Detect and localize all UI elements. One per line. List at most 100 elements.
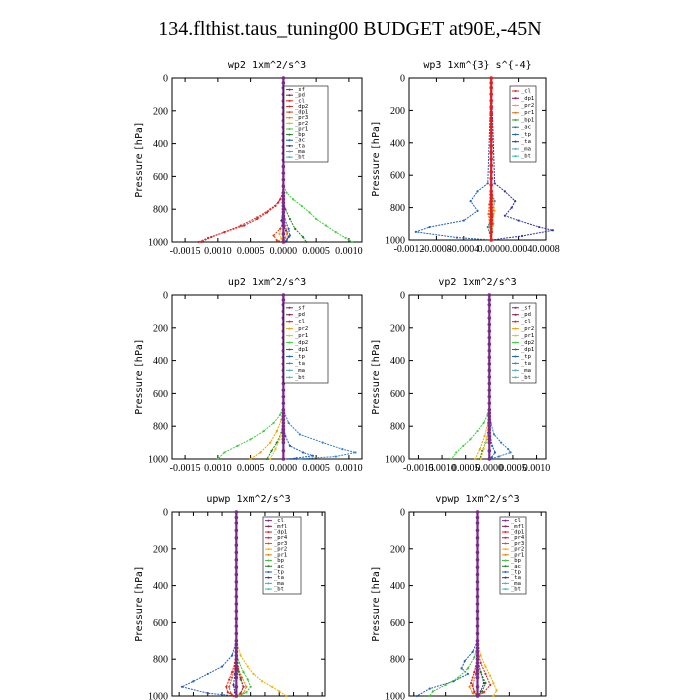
data-point [489, 85, 494, 90]
legend-label: _pr2 [295, 326, 308, 332]
data-point [256, 216, 259, 219]
data-point [234, 672, 239, 676]
series-line [477, 512, 498, 697]
data-point [482, 421, 485, 425]
data-point [197, 240, 200, 244]
x-tick-label: 0.0005 [237, 246, 265, 257]
data-point [487, 348, 492, 353]
data-point [206, 672, 209, 676]
data-point [470, 682, 473, 685]
panel-3: up2 1xm^2/s^3 Pressure [hPa] 0 200 400 600 800… [134, 277, 363, 474]
data-point [272, 234, 275, 237]
data-point [284, 236, 287, 239]
data-point [475, 535, 480, 540]
data-point [210, 235, 213, 239]
data-point [234, 639, 239, 643]
data-point [487, 440, 492, 445]
data-point [479, 661, 482, 664]
series-line [429, 512, 478, 697]
data-point [234, 631, 239, 636]
legend-label: _tp [295, 354, 305, 360]
data-point [234, 657, 239, 661]
data-point [315, 217, 318, 221]
legend: _sf_pd_cl_pr2_pr1_dp2_dp1_tp_ta_ma_bt [283, 302, 329, 384]
data-point [281, 408, 286, 412]
data-point [476, 190, 479, 193]
legend-label: _tp [511, 569, 521, 575]
data-point [489, 683, 492, 687]
legend-label: _bp [274, 558, 284, 564]
data-point [246, 678, 249, 681]
legend-label: _tp [521, 354, 531, 360]
data-point [234, 510, 239, 514]
data-point [287, 227, 290, 230]
data-point [275, 430, 278, 433]
data-point [487, 362, 492, 366]
series-cl [200, 76, 285, 244]
data-point [463, 659, 466, 663]
data-point [482, 448, 485, 451]
legend-label: _pr3 [295, 115, 308, 121]
legend-label: _cl [521, 89, 531, 95]
y-tick-label: 1000 [148, 455, 168, 466]
data-point [475, 642, 480, 647]
data-point [489, 218, 494, 223]
series-dp2 [197, 76, 285, 244]
data-point [281, 171, 286, 175]
data-point [475, 543, 480, 547]
data-point [479, 670, 482, 674]
x-tick-label: -0.0008 [421, 244, 452, 255]
legend-label: _pr1 [274, 552, 287, 558]
data-point [234, 646, 239, 650]
legend-marker [288, 139, 291, 142]
series-line [180, 512, 237, 697]
data-point [476, 209, 479, 212]
legend-label: _ma [511, 581, 521, 587]
data-point [262, 430, 265, 433]
data-point [281, 421, 286, 425]
legend-marker [504, 542, 507, 545]
series-tp [414, 76, 493, 242]
data-point [489, 150, 494, 155]
legend-label: _pr2 [274, 547, 287, 553]
data-point [482, 691, 485, 694]
legend: _sf_pd_cl_dp2_dp1_pr3_pr2_pr1_bp_ac_ta_m… [283, 85, 329, 163]
data-point [489, 199, 494, 203]
data-point [281, 232, 286, 236]
data-point [487, 434, 492, 438]
data-point [285, 191, 288, 194]
data-point [234, 572, 239, 577]
legend-marker [288, 306, 291, 309]
legend-marker [288, 313, 291, 316]
data-point [475, 602, 480, 606]
data-point [279, 198, 282, 201]
legend-marker [288, 111, 291, 114]
data-point [269, 441, 272, 444]
y-tick-label: 0 [400, 291, 405, 302]
legend-label: _ta [511, 575, 521, 581]
data-point [487, 394, 492, 399]
data-point [245, 691, 248, 694]
data-point [300, 204, 303, 208]
data-point [475, 587, 480, 592]
data-point [274, 448, 277, 451]
data-point [487, 375, 492, 379]
x-tick-label: 0.0005 [302, 463, 330, 474]
data-point [334, 455, 337, 458]
y-axis-label: Pressure [hPa] [134, 122, 145, 197]
data-point [491, 444, 494, 447]
data-point [308, 211, 311, 214]
legend-marker [267, 531, 270, 534]
data-point [234, 558, 239, 562]
data-point [487, 298, 492, 302]
data-point [278, 232, 281, 235]
data-point [475, 528, 480, 533]
y-tick-label: 200 [390, 323, 405, 334]
data-point [475, 646, 480, 650]
legend-marker [288, 150, 291, 153]
data-point [468, 685, 471, 688]
data-point [475, 550, 480, 555]
data-point [281, 457, 286, 461]
legend-box [262, 516, 302, 595]
data-point [475, 685, 480, 689]
